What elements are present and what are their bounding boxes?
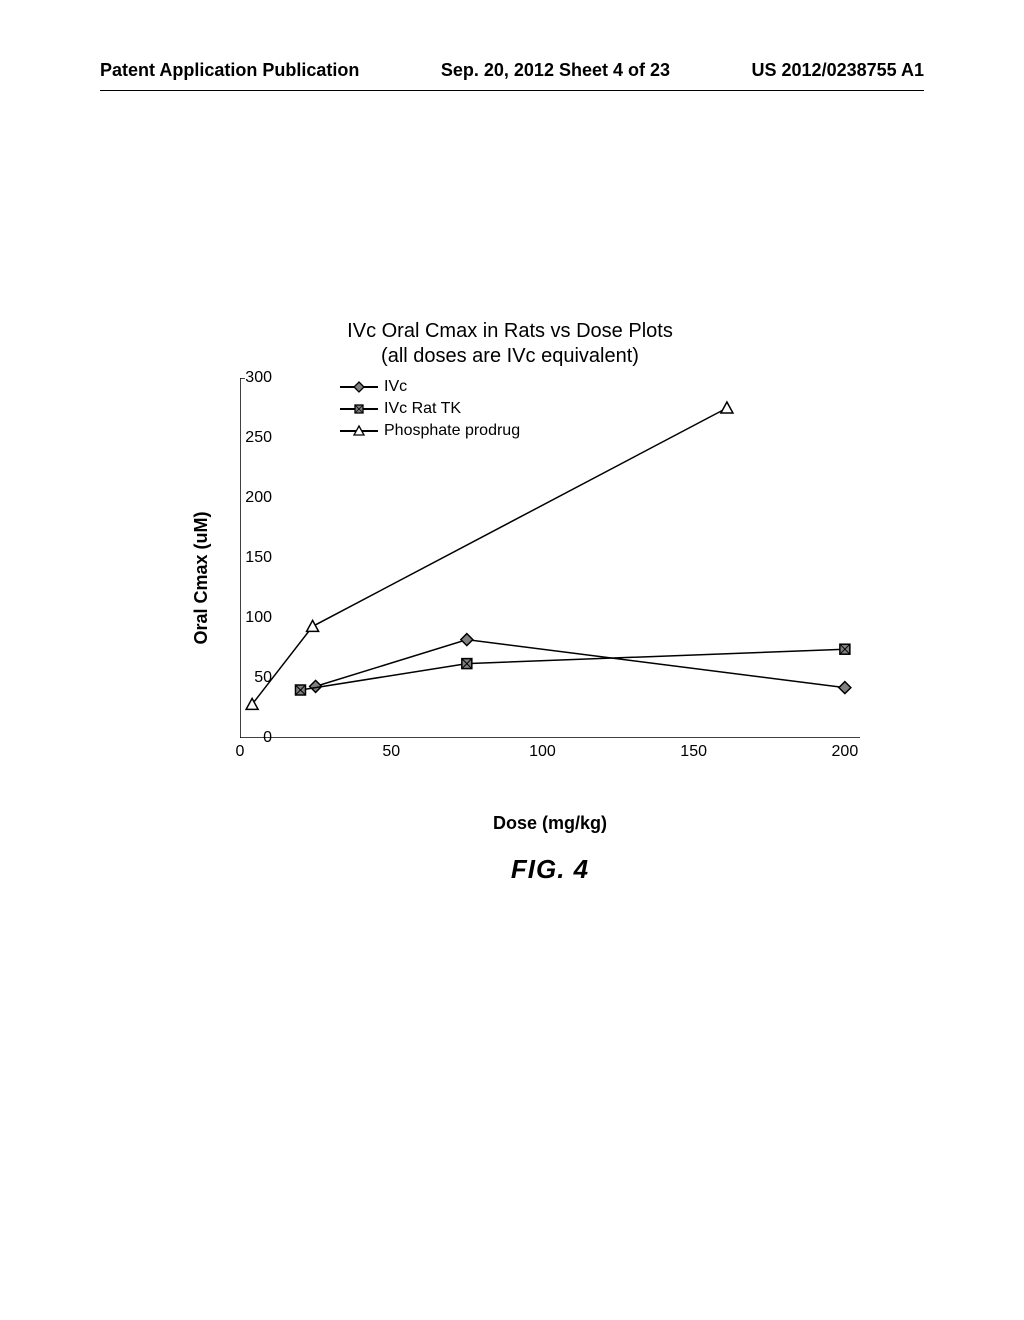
plot-svg — [240, 378, 860, 738]
plot-wrap: Oral Cmax (uM) IVcIVc Rat TKPhosphate pr… — [200, 378, 900, 778]
page-header: Patent Application Publication Sep. 20, … — [0, 60, 1024, 81]
x-tick: 200 — [832, 743, 859, 761]
legend-item: IVc Rat TK — [340, 398, 520, 420]
legend-label: IVc Rat TK — [384, 400, 461, 418]
legend-label: IVc — [384, 378, 407, 396]
x-tick: 100 — [529, 743, 556, 761]
x-tick: 0 — [236, 743, 245, 761]
y-axis-label: Oral Cmax (uM) — [191, 511, 212, 644]
y-tick: 250 — [245, 429, 272, 447]
y-tick: 50 — [254, 669, 272, 687]
y-tick: 200 — [245, 489, 272, 507]
header-rule — [100, 90, 924, 91]
legend-item: IVc — [340, 376, 520, 398]
legend-label: Phosphate prodrug — [384, 422, 520, 440]
legend: IVc IVc Rat TK Phosphate prodrug — [340, 376, 520, 442]
header-center: Sep. 20, 2012 Sheet 4 of 23 — [441, 60, 670, 81]
y-tick: 100 — [245, 609, 272, 627]
chart-subtitle: (all doses are IVc equivalent) — [120, 345, 900, 368]
plot: IVc IVc Rat TK Phosphate prodrug — [240, 378, 860, 738]
legend-item: Phosphate prodrug — [340, 420, 520, 442]
header-left: Patent Application Publication — [100, 60, 359, 81]
x-tick: 150 — [680, 743, 707, 761]
y-tick: 300 — [245, 369, 272, 387]
header-right: US 2012/0238755 A1 — [752, 60, 924, 81]
y-tick: 0 — [263, 729, 272, 747]
figure-caption: FIG. 4 — [200, 854, 900, 885]
y-tick: 150 — [245, 549, 272, 567]
figure-area: IVc Oral Cmax in Rats vs Dose Plots (all… — [120, 320, 900, 920]
chart-title: IVc Oral Cmax in Rats vs Dose Plots — [120, 320, 900, 343]
x-tick: 50 — [382, 743, 400, 761]
x-axis-label: Dose (mg/kg) — [200, 813, 900, 834]
